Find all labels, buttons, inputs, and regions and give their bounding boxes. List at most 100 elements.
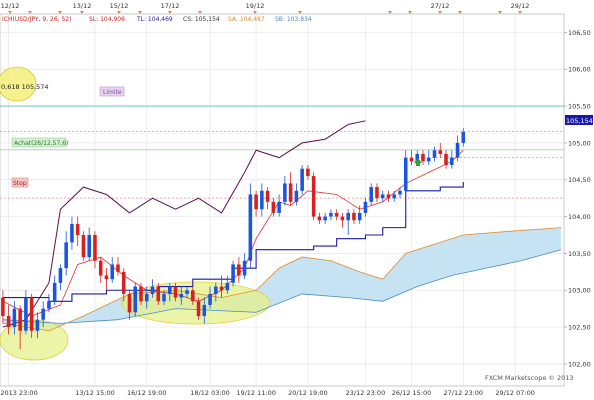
- bull-candle: [300, 168, 304, 191]
- bull-candle: [392, 194, 397, 199]
- bear-candle: [340, 216, 345, 221]
- y-tick-label: 102,00: [568, 360, 591, 368]
- top-date-axis: 12/12 13/12 15/12 17/12 19/12 27/12 29/12: [1, 2, 530, 14]
- bull-candle: [133, 286, 138, 313]
- price-levels: [0, 105, 564, 199]
- y-tick-label: 104,50: [568, 176, 591, 184]
- limit-tag[interactable]: Limite: [103, 89, 122, 96]
- bull-candle: [12, 308, 17, 328]
- current-price-box: [565, 115, 593, 125]
- event-marker-icon: [253, 11, 257, 14]
- bull-candle: [248, 194, 253, 261]
- y-tick-label: 105,50: [568, 103, 591, 111]
- bull-candle: [363, 201, 368, 213]
- bull-candle: [329, 212, 333, 217]
- bull-candle: [357, 212, 362, 221]
- bull-candle: [380, 194, 385, 199]
- bear-candle: [98, 260, 103, 276]
- candlesticks: [1, 128, 466, 350]
- highlight-ellipse: [0, 66, 37, 102]
- top-date-label: 12/12: [1, 2, 20, 10]
- bull-candle: [231, 264, 235, 283]
- bear-candle: [1, 297, 5, 317]
- event-marker-icon: [388, 11, 392, 14]
- bull-candle: [455, 142, 460, 158]
- legend-tl: TL: 104,469: [136, 16, 173, 23]
- bear-candle: [386, 194, 391, 199]
- bear-candle: [438, 150, 443, 154]
- y-tick-label: 104,00: [568, 213, 591, 221]
- bear-candle: [75, 223, 80, 235]
- event-marker-icon: [518, 11, 522, 14]
- bear-candle: [265, 190, 270, 202]
- bear-candle: [219, 286, 224, 291]
- stop-tag-box: [11, 177, 29, 188]
- bull-candle: [432, 150, 437, 158]
- bull-candle: [398, 190, 402, 195]
- x-tick-label: 23/12 23:00: [346, 389, 386, 397]
- bull-candle: [403, 157, 408, 191]
- legend-sb: SB: 103,834: [275, 16, 312, 23]
- plot-area: [0, 13, 565, 387]
- top-date-label: 29/12: [511, 2, 530, 10]
- event-marker-icon: [28, 11, 32, 14]
- bear-candle: [444, 153, 448, 166]
- y-tick-label: 105,00: [568, 139, 591, 147]
- bull-candle: [179, 293, 184, 298]
- legend-sl: SL: 104,906: [89, 16, 125, 23]
- bull-candle: [461, 131, 466, 143]
- bear-candle: [81, 234, 86, 258]
- bull-candle: [449, 157, 454, 166]
- bull-candle: [294, 190, 299, 202]
- senkou-a-line: [2, 227, 562, 332]
- stop-tag[interactable]: Stop: [13, 180, 27, 187]
- bear-candle: [237, 264, 241, 276]
- kijun-sen-line: [2, 181, 464, 302]
- bull-candle: [323, 216, 327, 221]
- bear-candle: [306, 168, 310, 177]
- top-date-label: 17/12: [161, 2, 180, 10]
- bear-candle: [139, 286, 143, 302]
- bear-candle: [271, 201, 276, 213]
- bull-candle: [277, 201, 281, 213]
- bull-candle: [24, 297, 28, 331]
- x-tick-label: 16/12 19:00: [127, 389, 167, 397]
- bear-candle: [156, 286, 161, 302]
- bear-candle: [191, 290, 195, 302]
- x-tick-label: 19/12 11:00: [236, 389, 276, 397]
- bear-candle: [288, 183, 293, 202]
- event-marker-icon: [408, 11, 412, 14]
- event-marker-icon: [498, 11, 502, 14]
- bear-candle: [334, 212, 339, 217]
- y-tick-label: 102,50: [568, 324, 591, 332]
- current-price-label: 105,154: [566, 117, 593, 125]
- x-tick-label: 18/12 03:00: [190, 389, 230, 397]
- x-tick-label: 20/12 19:00: [288, 389, 328, 397]
- limit-tag-box: [99, 86, 125, 97]
- x-tick-label: 13/12 15:00: [75, 389, 115, 397]
- bear-candle: [352, 212, 356, 221]
- bull-candle: [150, 286, 155, 294]
- bear-candle: [104, 275, 109, 280]
- bull-candle: [52, 282, 57, 302]
- bear-candle: [317, 216, 322, 221]
- bull-candle: [242, 260, 247, 276]
- y-tick-label: 103,50: [568, 250, 591, 258]
- bull-candle: [185, 290, 189, 294]
- legend-sa: SA: 104,487: [228, 16, 265, 23]
- event-marker-icon: [298, 11, 302, 14]
- bull-candle: [58, 268, 63, 283]
- event-marker-icon: [198, 11, 202, 14]
- achat-tag[interactable]: Achat(26/12,57,6): [14, 140, 68, 147]
- bull-candle: [64, 242, 68, 269]
- chikou-span-line: [2, 120, 366, 328]
- bear-candle: [173, 286, 178, 298]
- bull-candle: [87, 234, 91, 258]
- bull-candle: [47, 301, 51, 309]
- bear-candle: [18, 308, 22, 331]
- y-tick-label: 106,00: [568, 66, 591, 74]
- x-tick-label: 10/12 2013 23:00: [0, 389, 38, 397]
- bear-candle: [127, 293, 132, 313]
- top-date-label: 27/12: [431, 2, 450, 10]
- bull-candle: [283, 183, 287, 202]
